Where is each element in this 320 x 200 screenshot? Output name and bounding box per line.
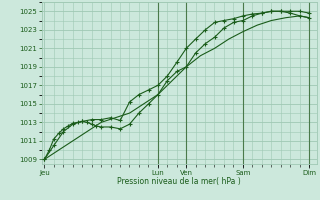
X-axis label: Pression niveau de la mer( hPa ): Pression niveau de la mer( hPa ) <box>117 177 241 186</box>
